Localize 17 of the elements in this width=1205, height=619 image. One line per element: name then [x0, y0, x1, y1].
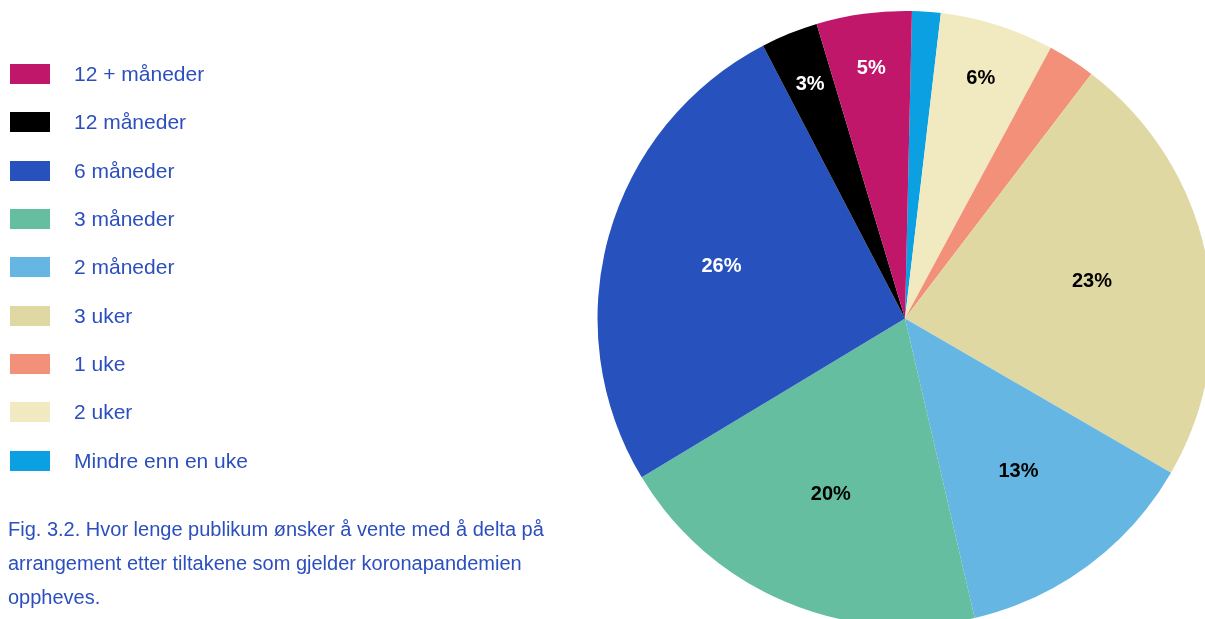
- legend-label: 3 måneder: [74, 207, 175, 232]
- legend-label: 2 uker: [74, 400, 133, 425]
- data-label: 3%: [795, 72, 825, 95]
- data-label: 5%: [856, 56, 886, 79]
- legend-label: 3 uker: [74, 303, 133, 328]
- data-label: 6%: [966, 65, 996, 88]
- legend-label: 1 uke: [74, 351, 126, 376]
- data-label: 26%: [701, 254, 742, 277]
- data-label: 20%: [810, 481, 852, 504]
- data-label: 23%: [1071, 268, 1113, 291]
- legend-label: 12 + måneder: [74, 62, 205, 87]
- legend-label: 2 måneder: [74, 255, 175, 280]
- legend-label: Mindre enn en uke: [74, 448, 248, 473]
- caption: Fig. 3.2. Hvor lenge publikum ønsker å vente med å delta på arrangement etter tiltakene som gjelder koronapandemien oppheves.: [8, 517, 545, 610]
- legend-label: 12 måneder: [74, 110, 187, 135]
- legend-label: 6 måneder: [74, 158, 175, 183]
- data-label: 13%: [998, 459, 1039, 482]
